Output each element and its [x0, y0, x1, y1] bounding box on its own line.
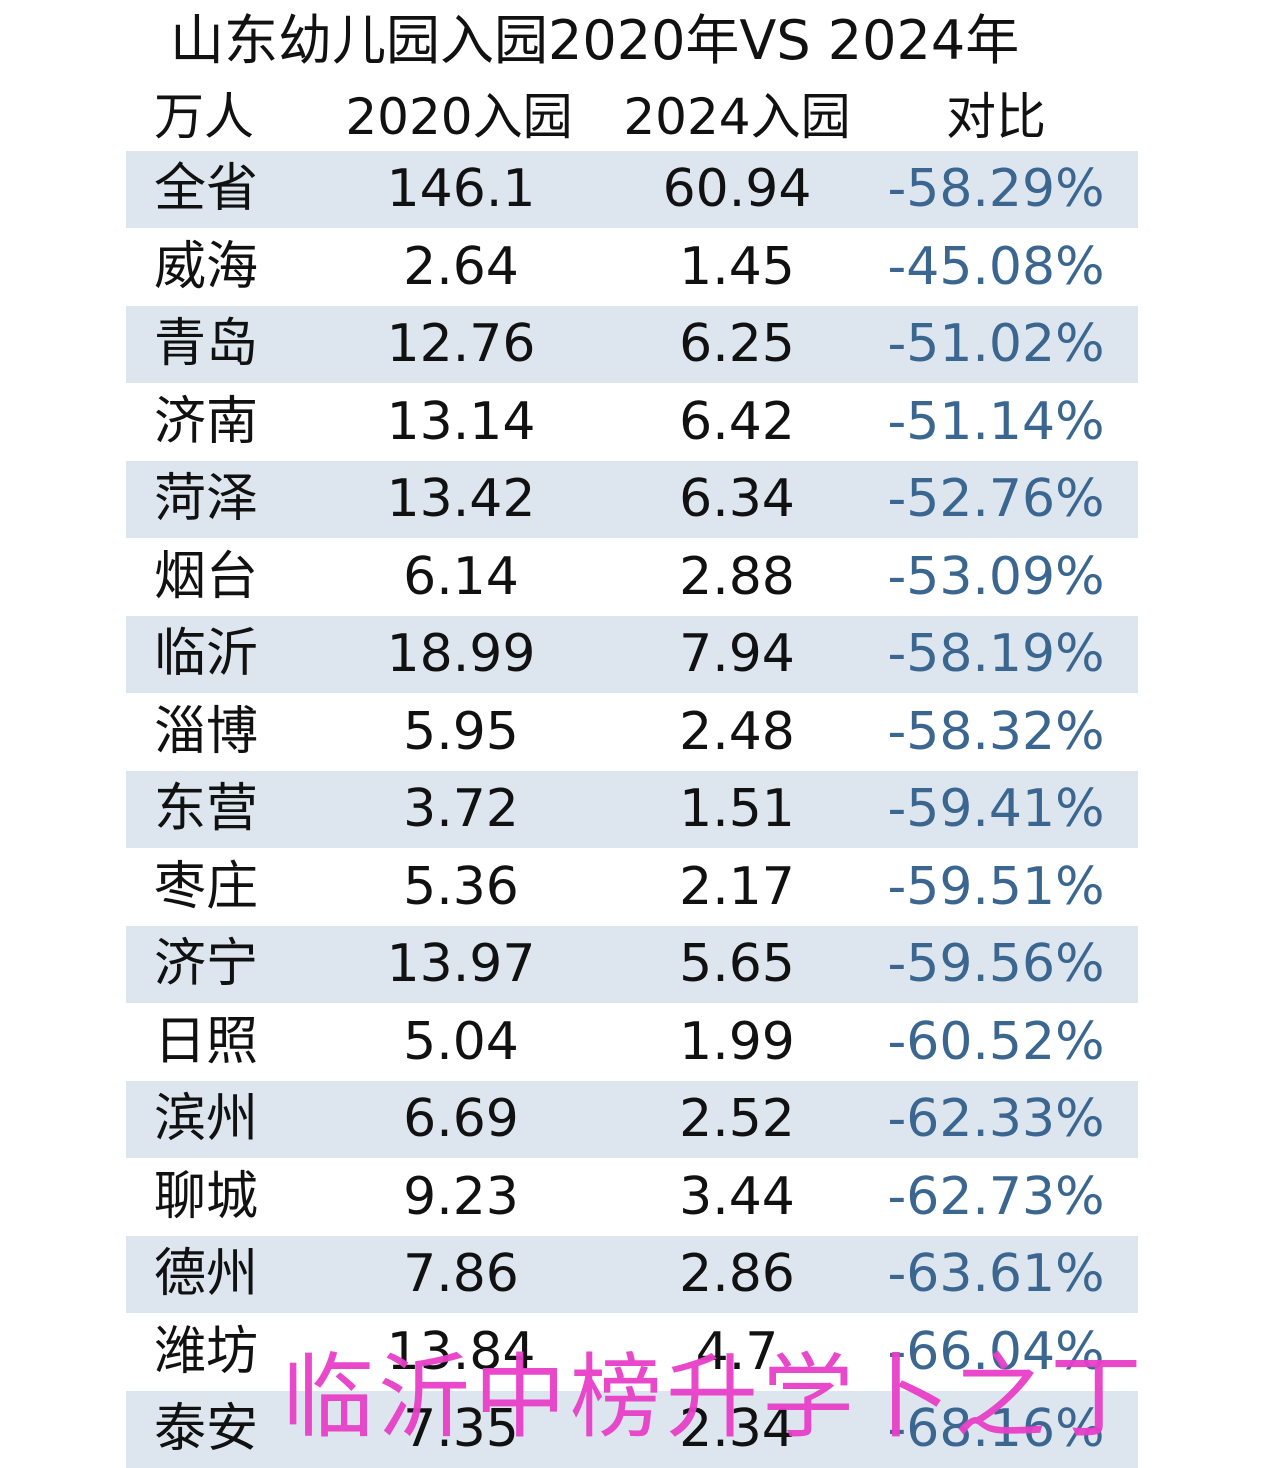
value-2024-cell: 2.86 — [679, 1244, 795, 1304]
change-cell: -63.61% — [887, 1244, 1105, 1304]
region-cell: 潍坊 — [154, 1321, 259, 1382]
change-cell: -51.14% — [887, 391, 1105, 452]
value-2020-cell: 13.42 — [386, 469, 536, 529]
region-cell: 青岛 — [154, 314, 259, 374]
table-header: 万人 2020入园 2024入园 对比 — [126, 82, 1138, 152]
value-2024-cell: 1.51 — [679, 779, 795, 839]
value-2024-cell: 60.94 — [662, 159, 812, 219]
change-cell: -59.41% — [887, 779, 1105, 839]
region-cell: 全省 — [154, 159, 259, 219]
region-cell: 聊城 — [154, 1166, 259, 1227]
region-cell: 菏泽 — [154, 469, 259, 529]
value-2020-cell: 5.04 — [403, 1011, 519, 1072]
value-2020-cell: 13.97 — [386, 934, 536, 994]
region-cell: 东营 — [154, 779, 259, 839]
watermark-text: 临沂中榜升学卜之丁 — [282, 1344, 1147, 1451]
change-cell: -59.56% — [887, 934, 1105, 994]
table-row: 日照 5.04 1.99 -60.52% — [126, 1004, 1138, 1081]
change-cell: -59.51% — [887, 856, 1105, 917]
value-2024-cell: 7.94 — [679, 624, 795, 684]
value-2024-cell: 1.45 — [679, 236, 795, 297]
header-2020: 2020入园 — [345, 88, 573, 146]
value-2020-cell: 13.84 — [386, 1321, 536, 1382]
table-row: 烟台 6.14 2.88 -53.09% — [126, 539, 1138, 616]
table-row: 淄博 5.95 2.48 -58.32% — [126, 694, 1138, 771]
header-unit: 万人 — [154, 88, 254, 146]
region-cell: 威海 — [154, 236, 259, 297]
region-cell: 德州 — [154, 1244, 259, 1304]
change-cell: -60.52% — [887, 1011, 1105, 1072]
value-2024-cell: 2.52 — [679, 1089, 795, 1149]
region-cell: 济宁 — [154, 934, 259, 994]
value-2020-cell: 7.86 — [403, 1244, 519, 1304]
value-2020-cell: 2.64 — [403, 236, 519, 297]
value-2024-cell: 3.44 — [679, 1166, 795, 1227]
table-row: 济宁 13.97 5.65 -59.56% — [126, 926, 1138, 1003]
change-cell: -53.09% — [887, 546, 1105, 607]
region-cell: 烟台 — [154, 546, 259, 607]
table-row: 威海 2.64 1.45 -45.08% — [126, 229, 1138, 306]
value-2024-cell: 6.34 — [679, 469, 795, 529]
region-cell: 淄博 — [154, 701, 259, 762]
change-cell: -58.19% — [887, 624, 1105, 684]
value-2024-cell: 6.25 — [679, 314, 795, 374]
region-cell: 泰安 — [154, 1399, 259, 1459]
table-row: 临沂 18.99 7.94 -58.19% — [126, 616, 1138, 693]
table-row: 菏泽 13.42 6.34 -52.76% — [126, 461, 1138, 538]
value-2024-cell: 4.7 — [695, 1321, 779, 1382]
change-cell: -62.33% — [887, 1089, 1105, 1149]
table-row: 青岛 12.76 6.25 -51.02% — [126, 306, 1138, 383]
value-2024-cell: 2.48 — [679, 701, 795, 762]
table-row: 全省 146.1 60.94 -58.29% — [126, 151, 1138, 228]
table-row: 枣庄 5.36 2.17 -59.51% — [126, 849, 1138, 926]
value-2020-cell: 146.1 — [386, 159, 536, 219]
value-2020-cell: 9.23 — [403, 1166, 519, 1227]
value-2024-cell: 1.99 — [679, 1011, 795, 1072]
table-row: 潍坊 13.84 4.7 -66.04% — [126, 1314, 1138, 1391]
value-2020-cell: 3.72 — [403, 779, 519, 839]
region-cell: 枣庄 — [154, 856, 259, 917]
value-2020-cell: 5.36 — [403, 856, 519, 917]
change-cell: -52.76% — [887, 469, 1105, 529]
change-cell: -66.04% — [887, 1321, 1105, 1382]
change-cell: -45.08% — [887, 236, 1105, 297]
value-2020-cell: 18.99 — [386, 624, 536, 684]
table-row: 东营 3.72 1.51 -59.41% — [126, 771, 1138, 848]
table-row: 德州 7.86 2.86 -63.61% — [126, 1236, 1138, 1313]
region-cell: 济南 — [154, 391, 259, 452]
region-cell: 临沂 — [154, 624, 259, 684]
header-change: 对比 — [946, 88, 1046, 146]
value-2024-cell: 6.42 — [679, 391, 795, 452]
table-row: 聊城 9.23 3.44 -62.73% — [126, 1159, 1138, 1236]
value-2024-cell: 2.88 — [679, 546, 795, 607]
value-2024-cell: 5.65 — [679, 934, 795, 994]
header-2024: 2024入园 — [623, 88, 851, 146]
table-row: 济南 13.14 6.42 -51.14% — [126, 384, 1138, 461]
value-2020-cell: 5.95 — [403, 701, 519, 762]
region-cell: 滨州 — [154, 1089, 259, 1149]
change-cell: -51.02% — [887, 314, 1105, 374]
value-2020-cell: 13.14 — [386, 391, 536, 452]
value-2020-cell: 12.76 — [386, 314, 536, 374]
change-cell: -62.73% — [887, 1166, 1105, 1227]
value-2024-cell: 2.17 — [679, 856, 795, 917]
region-cell: 日照 — [154, 1011, 259, 1072]
page-title: 山东幼儿园入园2020年VS 2024年 — [170, 9, 1020, 72]
value-2020-cell: 6.14 — [403, 546, 519, 607]
change-cell: -58.29% — [887, 159, 1105, 219]
table-row: 滨州 6.69 2.52 -62.33% — [126, 1081, 1138, 1158]
value-2020-cell: 6.69 — [403, 1089, 519, 1149]
change-cell: -58.32% — [887, 701, 1105, 762]
